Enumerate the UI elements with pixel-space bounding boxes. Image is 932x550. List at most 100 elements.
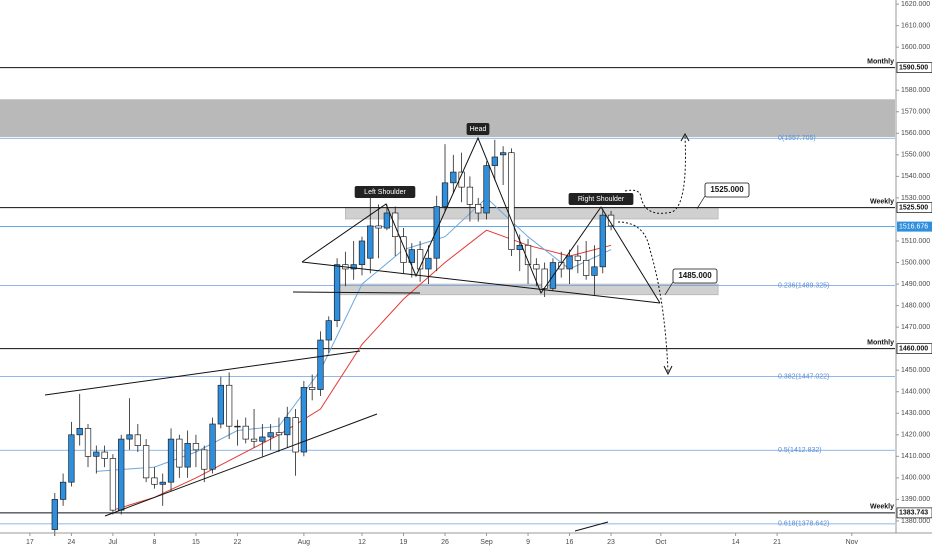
candle-body: [126, 434, 133, 440]
level-text: Weekly: [870, 504, 894, 511]
candle-body: [59, 481, 67, 500]
projection-down: [617, 221, 669, 373]
x-tick-label: 15: [192, 539, 200, 546]
callout-box: [704, 182, 750, 198]
candle-body: [416, 249, 424, 270]
candle-body: [76, 427, 83, 436]
y-tick-label: 1510.000: [901, 238, 930, 245]
x-tick-label: 23: [607, 539, 615, 546]
candle-body: [275, 432, 283, 436]
candle-body: [367, 225, 374, 259]
candle-body: [151, 477, 158, 485]
background: 0(1557.705) 0.236(1489.325) 0.382(1447.022…: [0, 58, 895, 537]
candle-body: [118, 438, 125, 511]
y-tick-label: 1500.000: [901, 259, 930, 266]
trend-line: [574, 521, 609, 532]
y-tick-label: 1490.000: [901, 281, 930, 288]
candle-body: [425, 257, 432, 270]
last-price-label: 1516.676: [899, 223, 928, 230]
candle-body: [325, 320, 332, 341]
level-text: Monthly: [867, 58, 894, 65]
candle-body: [250, 438, 258, 442]
annotation-box: [466, 123, 490, 135]
x-tick-label: Nov: [846, 539, 859, 546]
y-tick-label: 1550.000: [901, 152, 930, 159]
x-tick-label: 12: [358, 539, 366, 546]
candle-body: [134, 434, 141, 446]
annotation-box: [568, 193, 634, 205]
x-tick-label: 16: [566, 539, 574, 546]
candle-body: [408, 249, 415, 263]
candle-body: [433, 206, 440, 259]
candle-body: [499, 152, 507, 156]
fib-label: 0.236(1489.325): [778, 282, 829, 289]
moving-average: [96, 197, 612, 472]
neckline: [301, 261, 661, 304]
x-tick-label: 17: [26, 539, 34, 546]
candle-body: [167, 438, 175, 483]
x-tick-label: 21: [773, 539, 781, 546]
wedge-upper: [44, 350, 361, 396]
head-shoulders-line: [301, 136, 661, 304]
candle-body: [159, 481, 166, 485]
candle-body: [300, 387, 308, 453]
candle-body: [201, 449, 208, 470]
y-tick-label: 1430.000: [901, 410, 930, 417]
candle-body: [259, 436, 266, 442]
fib-label: 0(1557.705): [778, 135, 816, 142]
y-tick-label: 1610.000: [901, 22, 930, 29]
y-tick-label: 1410.000: [901, 453, 930, 460]
y-tick-label: 1600.000: [901, 44, 930, 51]
x-tick-label: 24: [68, 539, 76, 546]
candle-body: [358, 240, 366, 266]
candle-body: [583, 260, 590, 276]
candle-body: [607, 214, 615, 227]
annotation-label: Head: [470, 126, 487, 133]
annotation-label: Left Shoulder: [364, 189, 406, 196]
x-tick-label: Aug: [298, 539, 311, 546]
candle-body: [466, 186, 474, 205]
x-tick-label: 8: [152, 539, 156, 546]
annotation-box: [354, 186, 416, 198]
x-tick-label: 19: [400, 539, 408, 546]
candle-body: [93, 451, 100, 457]
callout-leader: [696, 195, 706, 209]
y-tick-label: 1420.000: [901, 432, 930, 439]
candle-body: [267, 432, 274, 438]
x-tick-label: 9: [526, 539, 530, 546]
level-value: 1460.000: [899, 346, 928, 353]
candle-body: [109, 458, 117, 511]
y-tick-label: 1570.000: [901, 109, 930, 116]
candle-body: [142, 445, 150, 479]
candle-body: [574, 255, 581, 261]
fib-label: 0.382(1447.022): [778, 373, 829, 380]
x-tick-label: Oct: [655, 539, 666, 546]
projection-up: [624, 135, 686, 214]
candle-body: [242, 425, 249, 440]
candle-body: [51, 499, 58, 530]
level-value: 1383.743: [899, 510, 928, 517]
y-tick-label: 1470.000: [901, 324, 930, 331]
x-tick-label: Jul: [108, 539, 117, 546]
y-tick-label: 1540.000: [901, 173, 930, 180]
fib-label: 0.5(1412.832): [778, 447, 822, 454]
candle-body: [101, 451, 108, 459]
candle-body: [284, 417, 291, 436]
annotation-label: Right Shoulder: [578, 196, 625, 203]
callout-label: 1485.000: [678, 271, 712, 280]
level-box: [896, 343, 932, 355]
level-text: Monthly: [867, 340, 894, 347]
level-value: 1590.500: [899, 64, 928, 71]
candle-body: [450, 171, 457, 184]
candle-body: [533, 264, 540, 270]
candle-body: [84, 427, 92, 457]
level-value: 1525.500: [899, 204, 928, 211]
callout-box: [672, 268, 718, 284]
candle-body: [209, 423, 216, 470]
x-tick-label: 26: [441, 539, 449, 546]
wedge-lower: [104, 413, 378, 517]
candle-body: [475, 204, 482, 214]
arrow-down: [663, 365, 673, 376]
candle-body: [599, 214, 606, 268]
